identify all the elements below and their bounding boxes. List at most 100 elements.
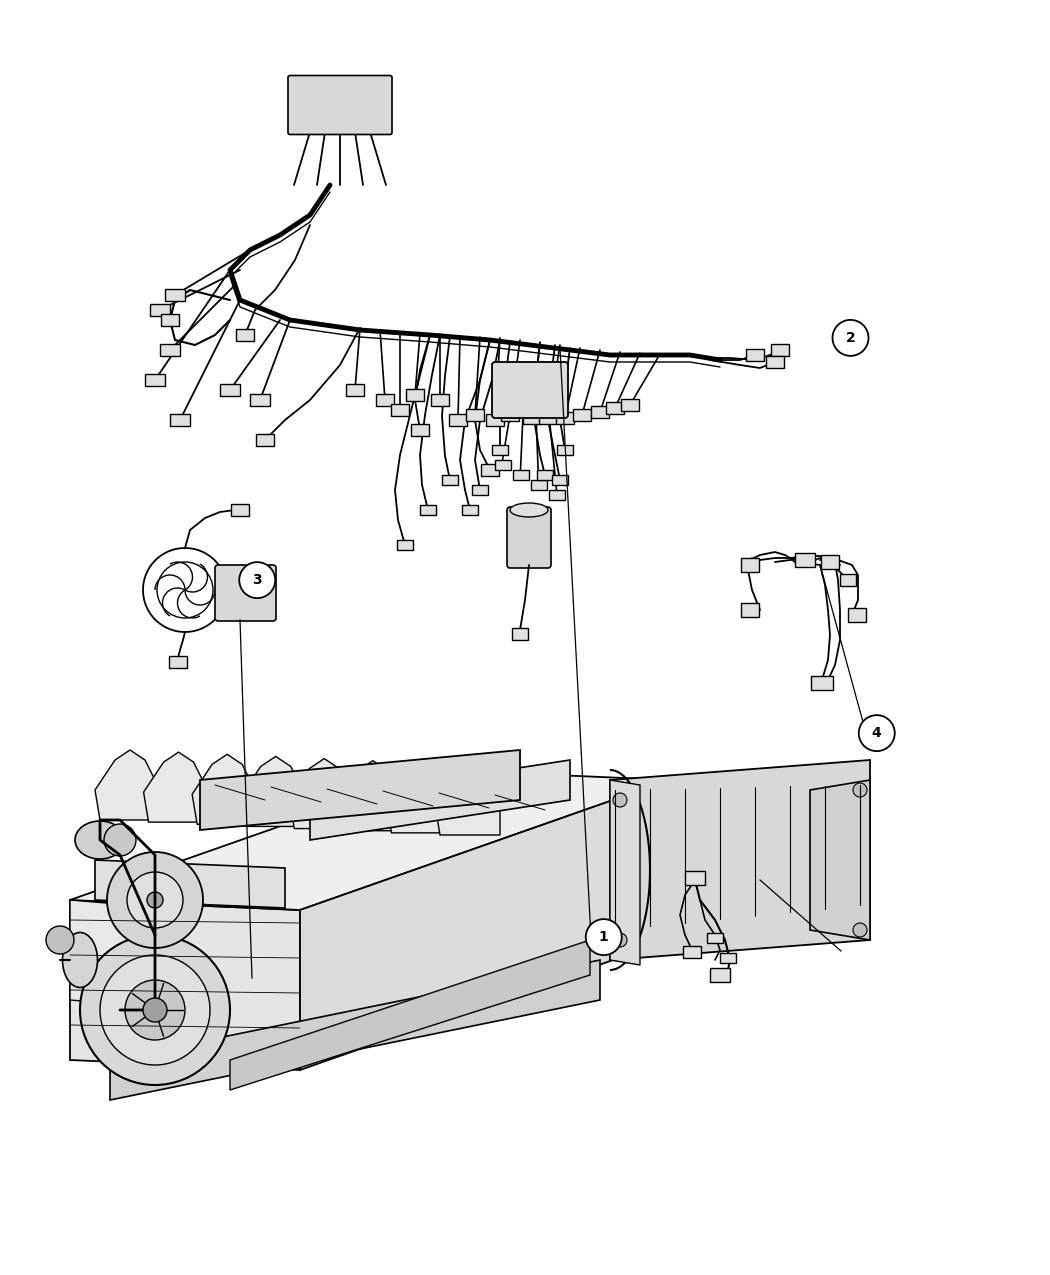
Bar: [376, 394, 394, 405]
Circle shape: [239, 562, 275, 598]
Bar: [795, 553, 815, 567]
Polygon shape: [230, 940, 590, 1090]
Bar: [170, 414, 190, 426]
Bar: [220, 384, 240, 397]
Bar: [411, 425, 429, 436]
Polygon shape: [144, 752, 209, 822]
Bar: [250, 394, 270, 405]
Bar: [556, 445, 573, 455]
Bar: [741, 558, 759, 572]
Bar: [492, 445, 508, 455]
Bar: [682, 946, 701, 958]
Bar: [346, 384, 364, 397]
Polygon shape: [240, 756, 306, 826]
Bar: [552, 476, 568, 484]
Circle shape: [613, 933, 627, 947]
Bar: [556, 412, 574, 425]
Circle shape: [46, 926, 74, 954]
Bar: [161, 314, 179, 326]
Circle shape: [104, 824, 136, 856]
Polygon shape: [610, 760, 870, 960]
Circle shape: [100, 955, 210, 1065]
Bar: [548, 490, 565, 500]
Bar: [840, 574, 856, 586]
Polygon shape: [94, 861, 285, 908]
Text: 2: 2: [845, 332, 856, 344]
Polygon shape: [70, 900, 130, 1005]
Bar: [236, 329, 254, 340]
Bar: [707, 933, 723, 944]
Bar: [710, 968, 730, 982]
Bar: [169, 657, 187, 668]
FancyBboxPatch shape: [288, 75, 392, 134]
Circle shape: [127, 872, 183, 928]
Polygon shape: [94, 750, 160, 820]
Polygon shape: [300, 780, 670, 1070]
Bar: [150, 303, 170, 316]
Bar: [512, 470, 528, 479]
Bar: [420, 505, 436, 515]
Polygon shape: [200, 750, 520, 830]
Bar: [741, 603, 759, 617]
Circle shape: [143, 998, 167, 1023]
Bar: [537, 470, 553, 479]
Ellipse shape: [75, 821, 125, 859]
Circle shape: [853, 923, 867, 937]
Bar: [746, 349, 764, 361]
FancyBboxPatch shape: [492, 362, 568, 418]
Circle shape: [586, 919, 622, 955]
Bar: [165, 289, 185, 301]
Circle shape: [107, 852, 203, 949]
Circle shape: [833, 320, 868, 356]
Bar: [406, 389, 424, 402]
Polygon shape: [610, 780, 640, 965]
Bar: [449, 414, 467, 426]
Polygon shape: [810, 780, 870, 940]
Polygon shape: [435, 765, 500, 835]
Bar: [256, 434, 274, 446]
Bar: [523, 412, 541, 425]
Bar: [606, 402, 624, 414]
Bar: [466, 409, 484, 421]
Polygon shape: [310, 760, 570, 840]
Bar: [495, 460, 510, 470]
Bar: [621, 399, 639, 411]
Bar: [472, 484, 488, 495]
Circle shape: [853, 783, 867, 797]
Polygon shape: [70, 900, 300, 1070]
FancyBboxPatch shape: [507, 507, 551, 567]
Polygon shape: [70, 770, 670, 910]
Text: 1: 1: [598, 931, 609, 944]
Circle shape: [80, 935, 230, 1085]
Bar: [685, 871, 705, 885]
Ellipse shape: [63, 932, 98, 988]
Bar: [771, 344, 789, 356]
Bar: [145, 374, 165, 386]
Bar: [391, 404, 410, 416]
Bar: [160, 344, 180, 356]
Circle shape: [125, 980, 185, 1040]
Bar: [766, 356, 784, 368]
Bar: [811, 676, 833, 690]
Bar: [821, 555, 839, 569]
Bar: [591, 405, 609, 418]
Bar: [501, 409, 519, 421]
FancyBboxPatch shape: [215, 565, 276, 621]
Polygon shape: [192, 755, 257, 824]
Bar: [530, 479, 546, 490]
Bar: [397, 541, 413, 550]
Circle shape: [859, 715, 895, 751]
Bar: [231, 504, 249, 516]
Bar: [481, 464, 499, 476]
Polygon shape: [290, 759, 354, 829]
Text: 4: 4: [872, 727, 882, 739]
Bar: [442, 476, 458, 484]
Bar: [486, 414, 504, 426]
Circle shape: [147, 892, 163, 908]
Bar: [430, 394, 449, 405]
Polygon shape: [386, 762, 452, 833]
Text: 3: 3: [252, 574, 262, 586]
Bar: [573, 409, 591, 421]
Bar: [462, 505, 478, 515]
Polygon shape: [338, 761, 403, 831]
